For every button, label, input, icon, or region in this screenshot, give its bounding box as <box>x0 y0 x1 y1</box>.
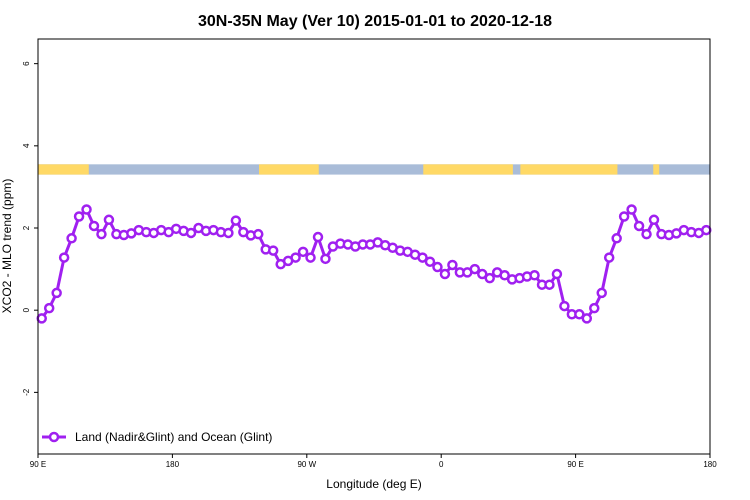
data-point <box>439 268 451 280</box>
data-point <box>88 220 100 232</box>
land-segment-4 <box>653 164 660 175</box>
data-point <box>551 268 563 280</box>
data-point <box>36 313 47 324</box>
y-tick-label: -2 <box>22 388 31 396</box>
data-point <box>469 263 481 275</box>
data-point <box>103 214 115 226</box>
data-point <box>447 259 458 271</box>
data-point <box>66 233 77 244</box>
data-point <box>611 233 622 244</box>
data-point <box>648 214 660 226</box>
legend: Land (Nadir&Glint) and Ocean (Glint) <box>42 430 272 444</box>
data-point <box>641 228 652 240</box>
chart-title: 30N-35N May (Ver 10) 2015-01-01 to 2020-… <box>198 13 552 30</box>
data-point <box>544 279 555 290</box>
y-tick-label: 2 <box>22 225 31 230</box>
data-point <box>320 253 331 265</box>
data-point <box>618 211 630 222</box>
data-point <box>230 215 242 226</box>
land-segment-0 <box>38 164 89 175</box>
y-tick-label: 0 <box>22 307 31 312</box>
x-axis: 90 E 180 90 W 0 90 E 180 <box>30 454 717 469</box>
data-point <box>633 220 645 232</box>
data-point <box>477 268 488 280</box>
x-tick-label: 0 <box>439 460 444 469</box>
data-point <box>499 270 510 281</box>
x-tick-label: 90 W <box>297 460 316 469</box>
data-point <box>253 228 264 240</box>
x-tick-label: 180 <box>166 460 180 469</box>
legend-label: Land (Nadir&Glint) and Ocean (Glint) <box>75 430 272 444</box>
x-tick-label: 180 <box>703 460 717 469</box>
x-tick-label: 90 E <box>567 460 583 469</box>
y-axis: -2 0 2 4 6 <box>22 61 38 396</box>
data-point <box>312 231 324 243</box>
data-point <box>701 224 712 236</box>
land-segment-1 <box>259 164 319 175</box>
data-point <box>424 256 436 267</box>
data-point <box>596 287 607 299</box>
data-point <box>290 252 301 263</box>
data-point <box>417 252 428 263</box>
data-point <box>305 252 316 263</box>
data-point <box>581 313 593 324</box>
data-point <box>589 302 600 314</box>
x-axis-label: Longitude (deg E) <box>326 477 421 491</box>
data-point <box>43 302 55 314</box>
data-point <box>185 227 197 239</box>
legend-marker <box>48 431 60 443</box>
y-tick-label: 6 <box>22 61 31 66</box>
data-point <box>223 227 234 239</box>
data-point <box>626 204 637 215</box>
data-point <box>73 211 85 222</box>
data-point <box>529 270 540 281</box>
land-ocean-band <box>38 164 710 175</box>
data-point <box>484 272 495 284</box>
land-segment-2 <box>423 164 513 175</box>
y-axis-label: XCO2 - MLO trend (ppm) <box>0 179 14 314</box>
data-point <box>603 252 615 263</box>
data-point <box>267 245 279 256</box>
land-segment-3 <box>520 164 618 175</box>
data-point <box>51 287 62 299</box>
plot-frame <box>37 38 711 455</box>
ocean-band <box>38 164 710 175</box>
data-point <box>58 252 70 263</box>
data-point <box>574 309 585 320</box>
data-point <box>96 228 107 240</box>
data-point <box>432 261 443 273</box>
y-tick-label: 4 <box>22 143 31 148</box>
x-tick-label: 90 E <box>30 460 46 469</box>
series-layer <box>36 204 712 324</box>
data-point <box>81 204 92 215</box>
data-point <box>297 246 309 258</box>
data-point <box>559 300 570 312</box>
